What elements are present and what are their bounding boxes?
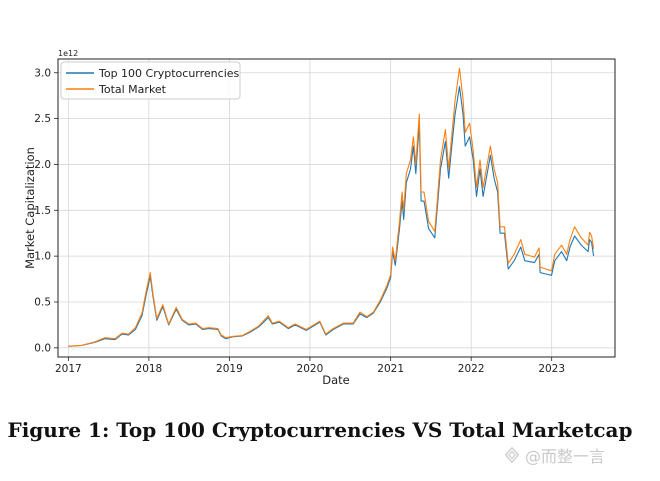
- y-axis: 0.0 0.5 1.0 1.5 2.0 2.5 3.0: [34, 67, 58, 354]
- x-tick-label: 2017: [55, 363, 82, 375]
- x-axis: 2017 2018 2019 2020 2021 2022 2023: [55, 357, 565, 375]
- y-tick-label: 1.0: [34, 251, 51, 263]
- x-tick-label: 2020: [297, 363, 324, 375]
- y-tick-label: 0.0: [34, 342, 51, 354]
- legend-box: [60, 61, 241, 100]
- watermark-text: @而整一言: [525, 447, 606, 466]
- y-tick-label: 1.5: [34, 205, 51, 217]
- x-tick-label: 2021: [377, 363, 404, 375]
- x-tick-label: 2023: [538, 363, 565, 375]
- series-line-top100: [68, 85, 595, 347]
- y-tick-label: 0.5: [34, 296, 51, 308]
- y-tick-label: 2.5: [34, 113, 51, 125]
- y-axis-label: Market Capitalization: [23, 147, 37, 269]
- y-scale-label: 1e12: [58, 49, 78, 58]
- watermark-logo-icon: [504, 446, 520, 464]
- y-tick-label: 3.0: [34, 67, 51, 79]
- line-chart: 2017 2018 2019 2020 2021 2022 2023 0.0 0.5 1.0 1.…: [23, 49, 616, 387]
- plot-frame: [57, 58, 616, 358]
- legend-label-total: Total Market: [98, 83, 167, 96]
- x-axis-label: Date: [322, 373, 350, 387]
- legend-label-top100: Top 100 Cryptocurrencies: [98, 67, 240, 80]
- series-lines: [68, 67, 595, 347]
- x-tick-label: 2019: [216, 363, 243, 375]
- x-tick-label: 2018: [136, 363, 163, 375]
- series-line-total: [68, 67, 595, 347]
- y-tick-label: 2.0: [34, 159, 51, 171]
- figure-caption: Figure 1: Top 100 Cryptocurrencies VS To…: [7, 418, 633, 442]
- legend: Top 100 Cryptocurrencies Total Market: [60, 61, 241, 100]
- x-tick-label: 2022: [458, 363, 485, 375]
- grid: [58, 59, 615, 357]
- watermark: @而整一言: [503, 445, 606, 466]
